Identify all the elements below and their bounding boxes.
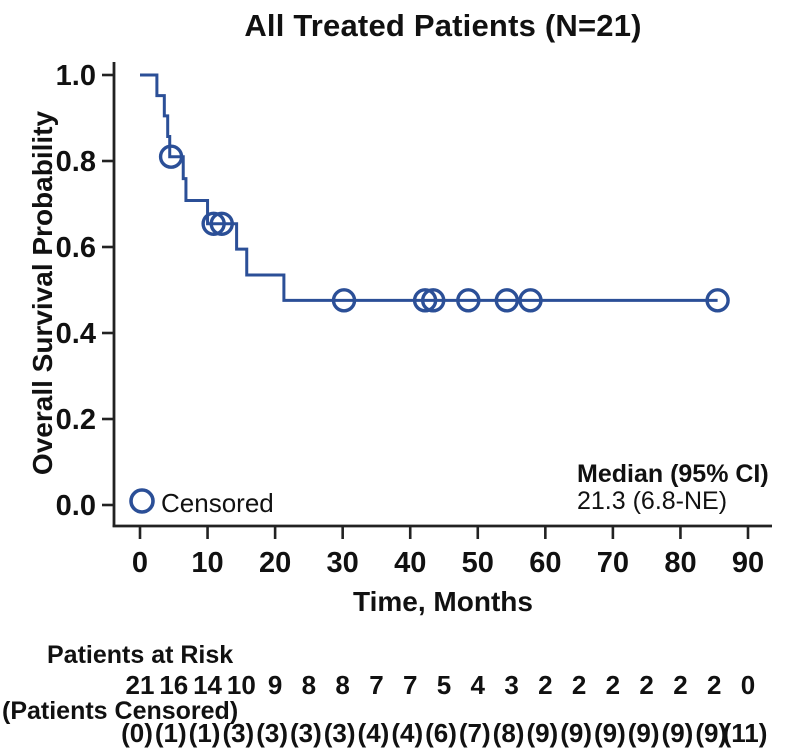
censored-count: (3)	[324, 718, 356, 748]
risk-count: 2	[606, 670, 620, 700]
y-tick-label: 0.2	[56, 404, 96, 436]
censored-count: (9)	[662, 718, 694, 748]
risk-count: 8	[302, 670, 316, 700]
median-annotation-value: 21.3 (6.8-NE)	[577, 487, 728, 515]
risk-count: 10	[227, 670, 256, 700]
y-tick-label: 0.0	[56, 490, 96, 522]
patients-censored-label: (Patients Censored)	[2, 697, 239, 725]
risk-count: 2	[572, 670, 586, 700]
chart-title: All Treated Patients (N=21)	[244, 8, 642, 43]
legend-censored-label: Censored	[161, 488, 274, 518]
censor-marker	[331, 288, 357, 313]
censor-marker	[705, 288, 730, 313]
censored-count: (4)	[391, 718, 423, 748]
x-tick-label: 60	[529, 547, 561, 579]
km-curve	[140, 73, 718, 302]
x-tick-label: 0	[132, 547, 148, 579]
x-tick-label: 50	[462, 547, 494, 579]
censored-count: (1)	[189, 718, 221, 748]
censored-count: (1)	[155, 718, 187, 748]
x-tick-label: 20	[259, 547, 291, 579]
risk-count: 2	[538, 670, 552, 700]
censored-count: (3)	[290, 718, 322, 748]
legend-censored-marker	[129, 488, 155, 514]
x-axis-title: Time, Months	[353, 586, 533, 617]
censored-count: (4)	[358, 718, 390, 748]
median-annotation: Median (95% CI) 21.3 (6.8-NE)	[577, 461, 769, 515]
censored-count: (9)	[628, 718, 660, 748]
y-axis-title: Overall Survival Probability	[27, 110, 58, 476]
x-tick-label: 40	[394, 547, 426, 579]
patients-at-risk-label: Patients at Risk	[47, 641, 234, 669]
risk-count: 9	[268, 670, 282, 700]
censor-marker	[518, 288, 543, 313]
risk-count: 0	[741, 670, 755, 700]
risk-count: 5	[437, 670, 451, 700]
median-annotation-header: Median (95% CI)	[577, 460, 769, 488]
censor-marker	[158, 144, 184, 169]
censored-count: (7)	[459, 718, 491, 748]
censored-count: (9)	[560, 718, 592, 748]
y-tick-label: 0.6	[56, 232, 96, 264]
censored-count: (9)	[526, 718, 558, 748]
y-tick-label: 0.4	[56, 318, 96, 350]
x-tick-label: 70	[597, 547, 629, 579]
risk-count: 2	[707, 670, 721, 700]
censored-count: (8)	[493, 718, 525, 748]
censored-count: (3)	[256, 718, 288, 748]
x-tick-label: 10	[191, 547, 223, 579]
risk-count: 14	[193, 670, 222, 700]
censor-marker	[201, 211, 226, 236]
censored-count: (6)	[425, 718, 457, 748]
censor-marker	[209, 211, 234, 236]
risk-count: 21	[126, 670, 155, 700]
risk-count: 2	[673, 670, 687, 700]
risk-count: 2	[639, 670, 653, 700]
censored-count: (9)	[594, 718, 626, 748]
censored-count: (11)	[723, 718, 768, 748]
x-tick-label: 80	[664, 547, 696, 579]
x-tick-label: 90	[732, 547, 764, 579]
censor-marker	[412, 288, 438, 313]
censor-marker	[494, 288, 520, 313]
censored-count: (0)	[121, 718, 153, 748]
risk-count: 4	[471, 670, 486, 700]
risk-count: 8	[335, 670, 349, 700]
censor-marker	[456, 288, 481, 313]
risk-count: 7	[369, 670, 383, 700]
risk-count: 3	[504, 670, 518, 700]
y-tick-label: 1.0	[56, 60, 96, 92]
risk-count: 16	[159, 670, 188, 700]
censor-marker	[420, 288, 446, 313]
x-tick-label: 30	[327, 547, 359, 579]
censored-count: (9)	[695, 718, 727, 748]
risk-count: 7	[403, 670, 417, 700]
censored-count: (3)	[222, 718, 254, 748]
y-tick-label: 0.8	[56, 146, 96, 178]
